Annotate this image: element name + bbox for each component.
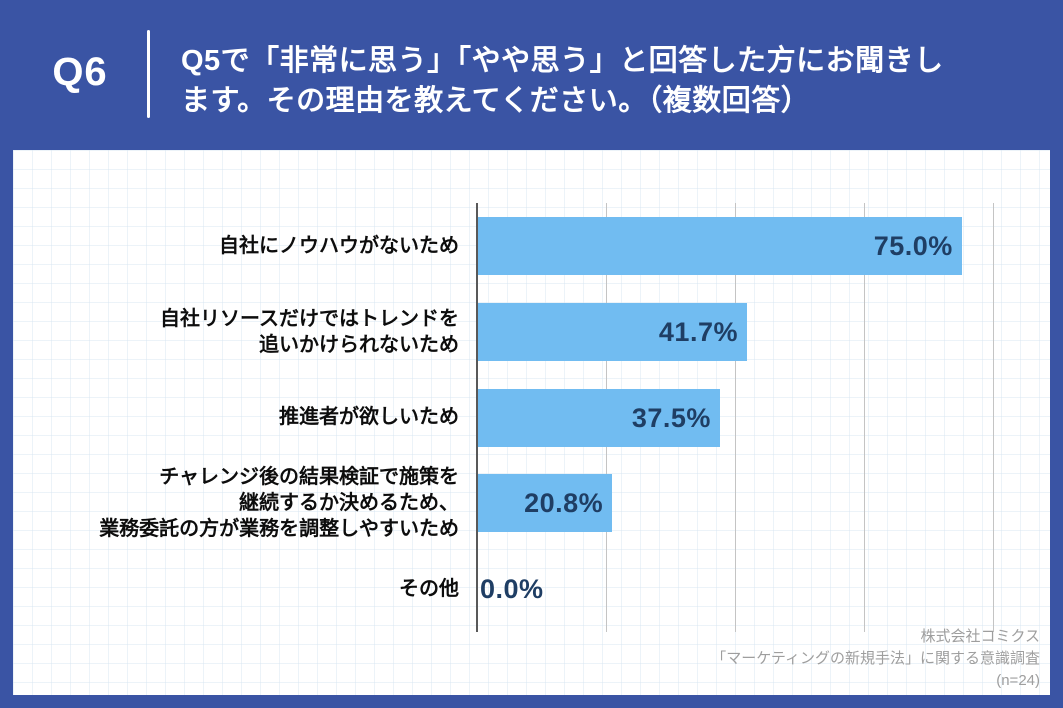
question-title: Q5で「非常に思う」「やや思う」と回答した方にお聞きし ます。その理由を教えてく… <box>181 41 1041 121</box>
category-label: チャレンジ後の結果検証で施策を 継続するか決めるため、 業務委託の方が業務を調整… <box>99 466 459 541</box>
bar-chart: 自社にノウハウがないため 75.0% 自社リソースだけではトレンドを 追いかけられな… <box>13 150 1050 695</box>
source-company: 株式会社コミクス <box>920 628 1040 645</box>
category-label: その他 <box>399 578 459 601</box>
value-label: 41.7% <box>658 316 738 347</box>
category-label: 自社リソースだけではトレンドを 追いかけられないため <box>160 307 459 356</box>
value-label: 20.8% <box>524 488 604 519</box>
question-title-line-2: ます。その理由を教えてください。（複数回答） <box>181 85 811 117</box>
y-axis-line <box>476 203 478 632</box>
bar <box>478 302 747 361</box>
bar <box>478 388 720 447</box>
bar <box>478 474 613 533</box>
value-label: 75.0% <box>873 230 953 261</box>
chart-panel: 自社にノウハウがないため 75.0% 自社リソースだけではトレンドを 追いかけられな… <box>13 150 1050 695</box>
header-divider <box>147 30 150 118</box>
source-survey-name: 「マーケティングの新規手法」に関する意識調査 <box>711 650 1040 667</box>
bar <box>478 216 962 275</box>
value-label: 0.0% <box>480 574 544 605</box>
question-number-badge: Q6 <box>52 50 108 94</box>
x-gridline-80pct <box>993 203 994 632</box>
x-gridline-60pct <box>864 203 865 632</box>
value-label: 37.5% <box>631 402 711 433</box>
category-label: 自社にノウハウがないため <box>219 234 459 257</box>
sample-size: (n=24) <box>996 672 1040 689</box>
category-label: 推進者が欲しいため <box>279 406 459 429</box>
question-title-line-1: Q5で「非常に思う」「やや思う」と回答した方にお聞きし <box>181 45 944 77</box>
x-gridline-40pct <box>735 203 736 632</box>
source-credit: 株式会社コミクス 「マーケティングの新規手法」に関する意識調査 (n=24) <box>711 626 1040 692</box>
